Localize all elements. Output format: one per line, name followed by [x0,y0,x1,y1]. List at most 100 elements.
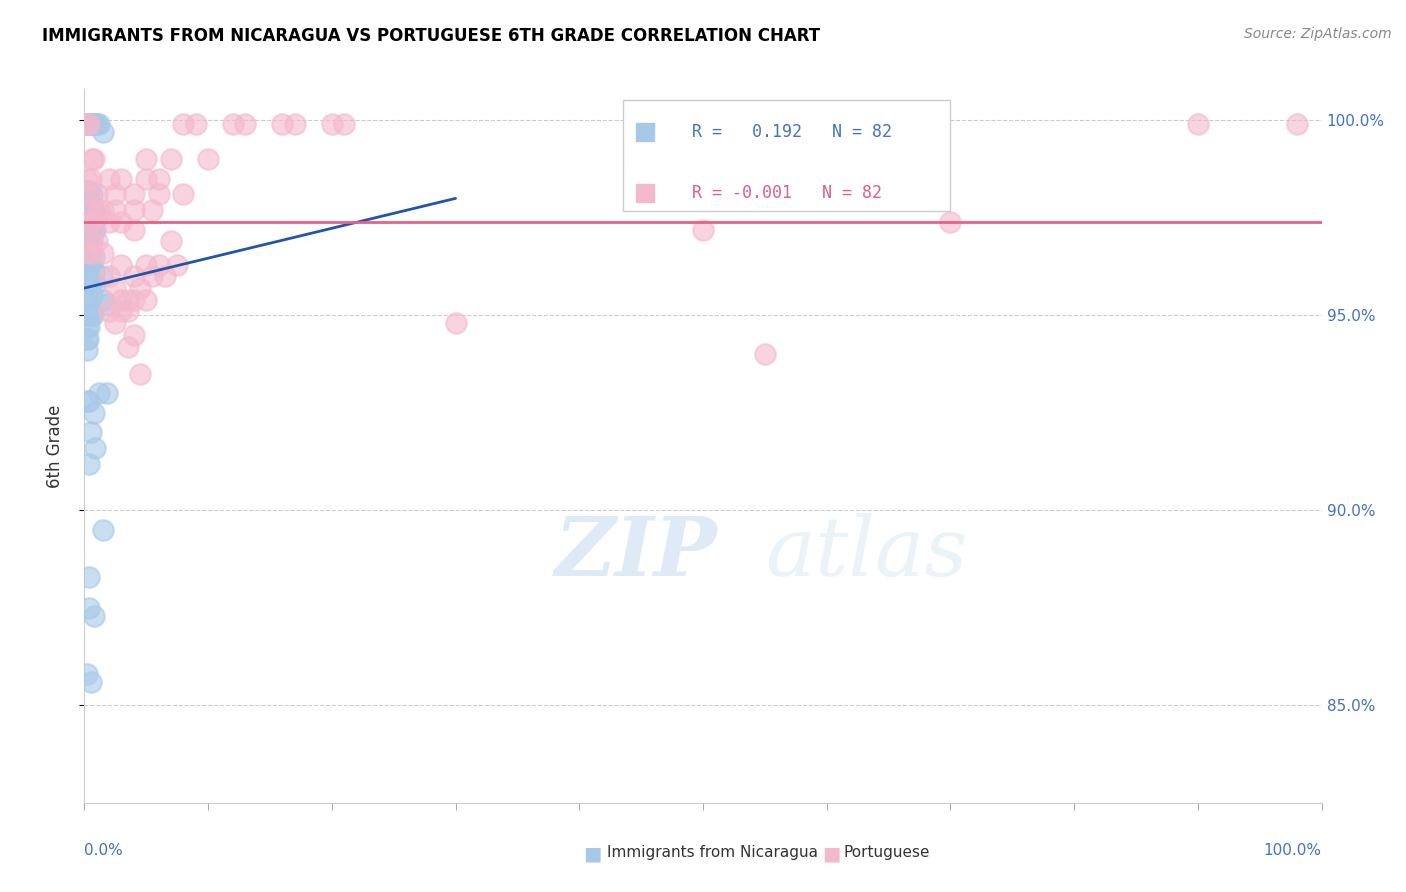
Point [83,608,105,623]
Point [80,246,103,260]
Point [79,242,101,256]
Point [76,258,98,272]
Point [84,222,107,236]
Point [135,293,157,307]
Point [135,258,157,272]
Point [80,258,103,272]
Point [141,269,163,284]
Point [77,222,100,236]
Text: Source: ZipAtlas.com: Source: ZipAtlas.com [1244,27,1392,41]
Point [79,600,101,615]
Point [80,211,103,225]
Point [98,172,121,186]
Point [98,269,121,284]
Point [76,343,98,358]
Point [284,117,307,131]
Point [129,281,152,295]
Point [80,117,103,131]
Point [160,153,183,167]
Point [76,211,98,225]
Point [79,203,101,218]
Point [172,187,194,202]
Point [153,269,176,284]
Point [91,293,114,307]
Point [96,386,118,401]
Point [83,406,105,420]
Point [77,250,100,264]
Point [166,258,188,272]
Point [333,117,356,131]
Point [76,667,98,681]
Point [79,117,101,131]
Point [79,211,101,225]
Point [86,187,108,202]
Point [79,258,101,272]
Point [110,172,132,186]
Text: atlas: atlas [765,513,967,593]
Text: ■: ■ [823,845,841,863]
Point [80,289,103,303]
Point [184,117,207,131]
Point [84,117,107,131]
Text: Immigrants from Nicaragua: Immigrants from Nicaragua [607,845,818,860]
Point [122,222,145,236]
Point [79,277,101,292]
Point [76,117,98,131]
Point [117,340,139,354]
Point [110,304,132,318]
Point [80,187,103,202]
Point [79,172,101,186]
Text: IMMIGRANTS FROM NICARAGUA VS PORTUGUESE 6TH GRADE CORRELATION CHART: IMMIGRANTS FROM NICARAGUA VS PORTUGUESE … [42,27,820,45]
Point [79,222,101,236]
Y-axis label: 6th Grade: 6th Grade [45,404,63,488]
Point [79,457,101,471]
Point [77,234,100,248]
Point [76,394,98,409]
Point [321,117,343,131]
Point [89,117,111,131]
Point [83,250,105,264]
Point [90,269,112,284]
Point [110,293,132,307]
Text: R =   0.192   N = 82: R = 0.192 N = 82 [692,123,891,141]
Point [141,203,163,218]
Point [122,327,145,342]
Text: 0.0%: 0.0% [84,843,124,858]
Point [77,184,100,198]
Point [76,117,98,131]
Point [122,269,145,284]
Point [76,172,98,186]
Point [77,332,100,346]
Point [80,153,103,167]
Point [148,258,170,272]
Text: ■: ■ [583,845,602,863]
Point [122,203,145,218]
Point [76,277,98,292]
Point [83,265,105,279]
Text: Portuguese: Portuguese [844,845,931,860]
Point [79,222,101,236]
Point [129,367,152,381]
FancyBboxPatch shape [623,100,950,211]
Point [79,211,101,225]
Point [160,234,183,248]
Point [84,277,107,292]
Point [79,184,101,198]
Point [77,117,100,131]
Point [148,187,170,202]
Point [77,215,100,229]
Point [77,289,100,303]
Point [91,203,114,218]
Point [172,117,194,131]
Point [135,153,157,167]
Text: 100.0%: 100.0% [1264,843,1322,858]
Point [86,211,108,225]
Point [79,320,101,334]
Point [444,316,467,330]
Text: R = -0.001   N = 82: R = -0.001 N = 82 [692,184,882,202]
Point [83,203,105,218]
Point [84,441,107,455]
Point [79,394,101,409]
Point [79,117,101,131]
Point [110,215,132,229]
